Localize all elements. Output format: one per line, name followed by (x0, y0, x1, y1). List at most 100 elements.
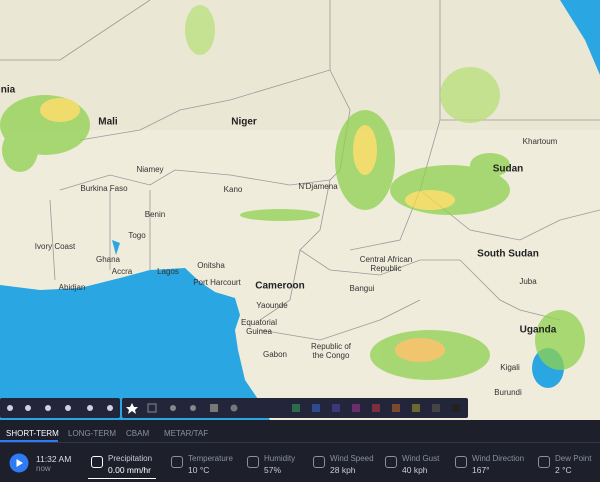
lake (112, 240, 120, 255)
place-label: Lagos (157, 267, 179, 276)
place-label: Ghana (96, 255, 121, 264)
place-label: Bangui (350, 284, 375, 293)
metric: Dew Point 2 °C (538, 454, 592, 475)
tool-icon[interactable] (65, 405, 71, 411)
metric-value: 167° (472, 465, 490, 475)
tool-icon[interactable] (190, 405, 196, 411)
metric-icon (538, 456, 550, 468)
place-label: Sudan (493, 164, 524, 175)
metric-label: Wind Gust (402, 454, 440, 463)
metric-icon (313, 456, 325, 468)
place-label: Kigali (500, 363, 520, 372)
place-label: Kano (224, 185, 243, 194)
swatch[interactable] (432, 404, 440, 412)
place-label: Abidjan (59, 283, 86, 292)
metric-value: 0.00 mm/hr (108, 465, 151, 475)
place-label: Accra (112, 267, 133, 276)
tab[interactable]: LONG-TERM (68, 429, 116, 438)
metric-label: Wind Direction (472, 454, 525, 463)
place-label: South Sudan (477, 249, 539, 260)
tool-icon[interactable] (170, 405, 176, 411)
play-button[interactable] (9, 453, 29, 473)
swatch[interactable] (452, 404, 460, 412)
tool-icon[interactable] (25, 405, 31, 411)
tool-icon[interactable] (107, 405, 113, 411)
selected-underline (88, 478, 156, 479)
metric-value: 2 °C (555, 465, 572, 475)
metric: Wind Gust 40 kph (385, 454, 440, 475)
metric-value: 57% (264, 465, 282, 475)
tool-icon[interactable] (230, 404, 238, 412)
metric-label: Precipitation (108, 454, 153, 463)
swatch[interactable] (392, 404, 400, 412)
tab[interactable]: SHORT-TERM (6, 429, 59, 438)
place-label: Guinea (246, 327, 272, 336)
place-label: Khartoum (523, 137, 558, 146)
place-label: Juba (519, 277, 537, 286)
metric-label: Humidity (264, 454, 296, 463)
tool-icon[interactable] (147, 403, 157, 413)
place-label: Mali (98, 117, 118, 128)
swatch[interactable] (372, 404, 380, 412)
place-label: Gabon (263, 350, 287, 359)
time-sub: now (36, 464, 51, 473)
place-label: Equatorial (241, 318, 277, 327)
metric-label: Temperature (188, 454, 233, 463)
metric-label: Dew Point (555, 454, 592, 463)
tool-icon[interactable] (126, 403, 138, 414)
metric: Wind Speed 28 kph (313, 454, 374, 475)
place-label: Yaounde (256, 301, 288, 310)
red-sea (560, 0, 600, 75)
swatch[interactable] (352, 404, 360, 412)
place-label: nia (1, 85, 16, 96)
color-swatches (292, 404, 460, 412)
map: nia Mali Niger Niamey Burkina Faso Kano … (0, 0, 600, 420)
tab[interactable]: CBAM (126, 429, 150, 438)
metric-icon (91, 456, 103, 468)
forecast-panel: SHORT-TERM LONG-TERM CBAM METAR/TAF 11:3… (0, 420, 600, 482)
metric: Humidity 57% (247, 454, 296, 475)
place-label: Port Harcourt (193, 278, 241, 287)
precipitation (0, 5, 585, 380)
swatch[interactable] (332, 404, 340, 412)
tool-icon[interactable] (7, 405, 13, 411)
place-label: Central African (360, 255, 412, 264)
swatch[interactable] (412, 404, 420, 412)
place-label: Burkina Faso (80, 184, 128, 193)
tool-icon[interactable] (45, 405, 51, 411)
place-label: Republic of (311, 342, 352, 351)
place-label: Republic (370, 264, 401, 273)
swatch[interactable] (292, 404, 300, 412)
metric: Temperature 10 °C (171, 454, 233, 475)
place-label: Cameroon (255, 281, 304, 292)
place-label: N'Djamena (298, 182, 338, 191)
tab[interactable]: METAR/TAF (164, 429, 209, 438)
place-label: Uganda (520, 325, 557, 336)
tab-indicator (0, 440, 58, 442)
ocean (0, 268, 270, 420)
time: 11:32 AM now (36, 454, 71, 473)
place-label: Benin (145, 210, 165, 219)
metric-icon (247, 456, 259, 468)
metric-icon (385, 456, 397, 468)
tool-icon[interactable] (87, 405, 93, 411)
toolbar (0, 398, 468, 418)
tool-icon[interactable] (210, 404, 218, 412)
metric: Precipitation 0.00 mm/hr (88, 454, 156, 479)
place-label: Ivory Coast (35, 242, 76, 251)
metric-value: 28 kph (330, 465, 356, 475)
place-label: Burundi (494, 388, 522, 397)
place-label: Togo (128, 231, 146, 240)
divider (0, 442, 600, 443)
metric-icon (171, 456, 183, 468)
swatch[interactable] (312, 404, 320, 412)
desert (0, 0, 600, 130)
metric-value: 10 °C (188, 465, 210, 475)
place-label: Onitsha (197, 261, 225, 270)
place-label: Niger (231, 117, 257, 128)
metric-label: Wind Speed (330, 454, 374, 463)
metric-value: 40 kph (402, 465, 428, 475)
place-label: Niamey (136, 165, 163, 174)
metric: Wind Direction 167° (455, 454, 525, 475)
